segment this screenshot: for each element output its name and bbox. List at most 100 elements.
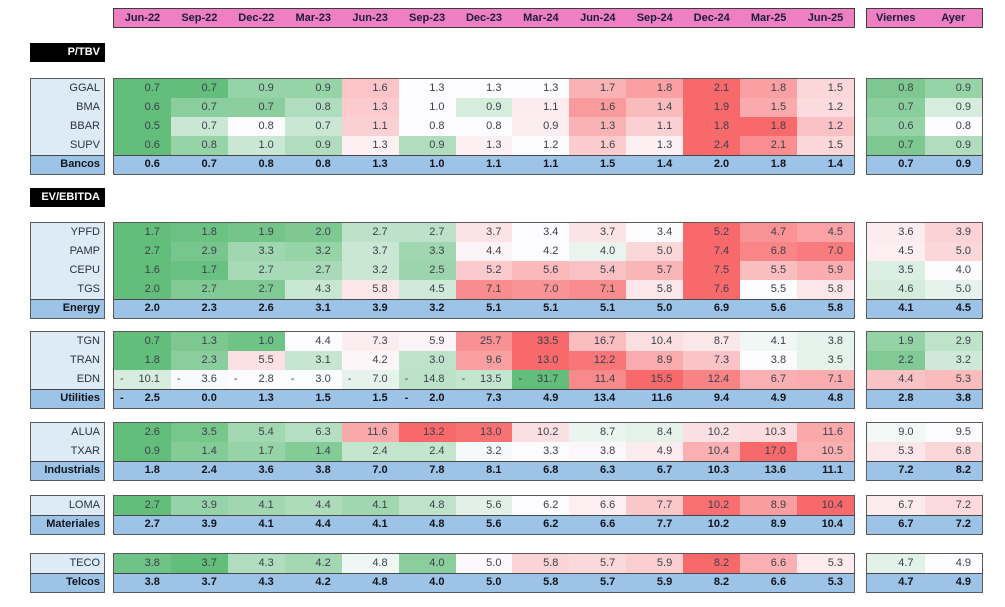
total-cell-industrials-viernes: 7.2 (898, 464, 914, 476)
cell-tran-jun-24: 12.2 (569, 351, 627, 370)
cell-tran-sep-22: 2.3 (170, 351, 228, 370)
cell-txar-sep-24: 4.9 (626, 442, 684, 461)
data-box-industrials: 2.6 3.5 5.4 6.3 11.6 13.2 13.0 10.2 8.7 8.4 10.2 10… (113, 422, 855, 481)
table-row-ypfd: 1.7 1.8 1.9 2.0 2.7 2.7 3.7 3.4 3.7 3.4 5.2 4.7 4.5 (114, 223, 854, 242)
total-cell-telcos-sep-22: 3.7 (201, 576, 217, 588)
cell-txar-dec-24: 10.4 (683, 442, 741, 461)
total-cell-energy-jun-25: 5.8 (827, 302, 843, 314)
table-row-cepu: 3.5 4.0 (867, 261, 982, 280)
column-header-mar-25: Mar-25 (750, 12, 787, 24)
total-cell-bancos-sep-23: 1.0 (429, 158, 445, 170)
table-row-tgn: 1.9 2.9 (867, 332, 982, 351)
table-row-tgn: 0.7 1.3 1.0 4.4 7.3 5.9 25.7 33.5 16.7 10.4 8.7 4.1… (114, 332, 854, 351)
cell-cepu-sep-24: 5.7 (626, 261, 684, 280)
cell-pamp-sep-23: 3.3 (398, 242, 456, 261)
row-label-bbar: BBAR (31, 117, 104, 136)
total-cell-energy-dec-24: 6.9 (713, 302, 730, 314)
cell-tgn-sep-24: 10.4 (626, 332, 684, 351)
cell-bbar-mar-23: 0.7 (284, 117, 342, 136)
total-cell-industrials-dec-24: 10.3 (707, 464, 730, 476)
total-cell-utilities-mar-23: 1.5 (315, 392, 331, 404)
cell-tran-ayer: 3.2 (924, 351, 982, 370)
cell-cepu-viernes: 3.5 (867, 261, 925, 280)
total-cell-bancos-dec-24: 2.0 (713, 158, 730, 170)
column-header-ayer: Ayer (941, 12, 966, 24)
cell-edn-sep-22: -3.6 (170, 370, 228, 389)
cell-txar-ayer: 6.8 (924, 442, 982, 461)
cell-tgn-mar-24: 33.5 (512, 332, 570, 351)
total-cell-telcos-sep-24: 5.9 (656, 576, 673, 588)
cell-edn-sep-23: -14.8 (398, 370, 456, 389)
cell-edn-viernes: 4.4 (867, 370, 925, 389)
row-label-edn: EDN (31, 370, 104, 389)
cell-supv-viernes: 0.7 (867, 136, 925, 155)
cell-bma-mar-23: 0.8 (284, 98, 342, 117)
table-row-tran: 2.2 3.2 (867, 351, 982, 370)
total-cell-bancos-jun-24: 1.5 (600, 158, 616, 170)
total-cell-telcos-dec-23: 5.0 (486, 576, 502, 588)
cell-txar-sep-23: 2.4 (398, 442, 456, 461)
total-cell-energy-sep-23: 3.2 (429, 302, 445, 314)
table-row-teco: 4.7 4.9 (867, 554, 982, 573)
total-cell-utilities-sep-22: 0.0 (201, 392, 217, 404)
total-cell-industrials-jun-25: 11.1 (822, 464, 843, 476)
cell-cepu-dec-24: 7.5 (683, 261, 741, 280)
table-row-bma: 0.7 0.9 (867, 98, 982, 117)
cell-txar-viernes: 5.3 (867, 442, 925, 461)
cell-ypfd-mar-25: 4.7 (740, 223, 798, 242)
cell-ggal-sep-23: 1.3 (398, 79, 456, 98)
cell-bma-dec-24: 1.9 (683, 98, 741, 117)
row-labels-telcos: TECO Telcos (30, 553, 105, 593)
total-cell-telcos-viernes: 4.7 (898, 576, 914, 588)
cell-supv-mar-24: 1.2 (512, 136, 570, 155)
cell-cepu-sep-23: 2.5 (398, 261, 456, 280)
cell-teco-sep-23: 4.0 (398, 554, 456, 573)
cell-loma-ayer: 7.2 (924, 496, 982, 515)
cell-loma-mar-24: 6.2 (512, 496, 570, 515)
column-header-sep-24: Sep-24 (636, 12, 673, 24)
column-header-mar-24: Mar-24 (523, 12, 559, 24)
total-cell-energy-mar-23: 3.1 (315, 302, 331, 314)
total-cell-energy-sep-22: 2.3 (201, 302, 217, 314)
total-cell-materiales-jun-23: 4.1 (372, 518, 388, 530)
table-row-tgs: 2.0 2.7 2.7 4.3 5.8 4.5 7.1 7.0 7.1 5.8 7.6 5.5 5.8 (114, 280, 854, 299)
cell-loma-dec-24: 10.2 (683, 496, 741, 515)
cell-ypfd-mar-24: 3.4 (512, 223, 570, 242)
total-cell-industrials-jun-24: 6.3 (600, 464, 616, 476)
cell-teco-ayer: 4.9 (924, 554, 982, 573)
row-labels-bancos: GGAL BMA BBAR SUPV Bancos (30, 78, 105, 175)
table-row-ggal: 0.8 0.9 (867, 79, 982, 98)
row-label-ggal: GGAL (31, 79, 104, 98)
total-row-energy: 2.0 2.3 2.6 3.1 3.9 3.2 5.1 5.1 5.1 5.0 6.9 5.6 5.8 (114, 299, 854, 318)
table-row-tran: 1.8 2.3 5.5 3.1 4.2 3.0 9.6 13.0 12.2 8.9 7.3 3.8 3.… (114, 351, 854, 370)
column-header-jun-22: Jun-22 (124, 12, 161, 24)
cell-tran-jun-25: 3.5 (797, 351, 854, 370)
cell-alua-viernes: 9.0 (867, 423, 925, 442)
total-cell-materiales-ayer: 7.2 (955, 518, 971, 530)
cell-ypfd-sep-24: 3.4 (626, 223, 684, 242)
cell-ggal-mar-23: 0.9 (284, 79, 342, 98)
cell-alua-sep-24: 8.4 (626, 423, 684, 442)
cell-bma-jun-25: 1.2 (797, 98, 854, 117)
total-cell-energy-jun-22: 2.0 (144, 302, 160, 314)
total-row-industrials: 1.8 2.4 3.6 3.8 7.0 7.8 8.1 6.8 6.3 6.7 10.3 13.6 11… (114, 461, 854, 480)
cell-ypfd-jun-23: 2.7 (341, 223, 399, 242)
cell-txar-mar-25: 17.0 (740, 442, 798, 461)
cell-tran-jun-23: 4.2 (341, 351, 399, 370)
cell-bbar-mar-24: 0.9 (512, 117, 570, 136)
total-cell-telcos-sep-23: 4.0 (429, 576, 445, 588)
cell-ypfd-jun-22: 1.7 (114, 223, 171, 242)
cell-ggal-jun-23: 1.6 (341, 79, 399, 98)
total-cell-energy-dec-22: 2.6 (258, 302, 274, 314)
total-cell-industrials-sep-23: 7.8 (429, 464, 445, 476)
cell-tgn-dec-24: 8.7 (683, 332, 741, 351)
table-row-loma: 6.7 7.2 (867, 496, 982, 515)
cell-teco-viernes: 4.7 (867, 554, 925, 573)
table-row-cepu: 1.6 1.7 2.7 2.7 3.2 2.5 5.2 5.6 5.4 5.7 7.5 5.5 5.9 (114, 261, 854, 280)
cell-alua-jun-22: 2.6 (114, 423, 171, 442)
cell-tgn-jun-24: 16.7 (569, 332, 627, 351)
cell-bma-jun-23: 1.3 (341, 98, 399, 117)
negative-sign: - (290, 373, 295, 385)
cell-txar-dec-23: 3.2 (455, 442, 513, 461)
